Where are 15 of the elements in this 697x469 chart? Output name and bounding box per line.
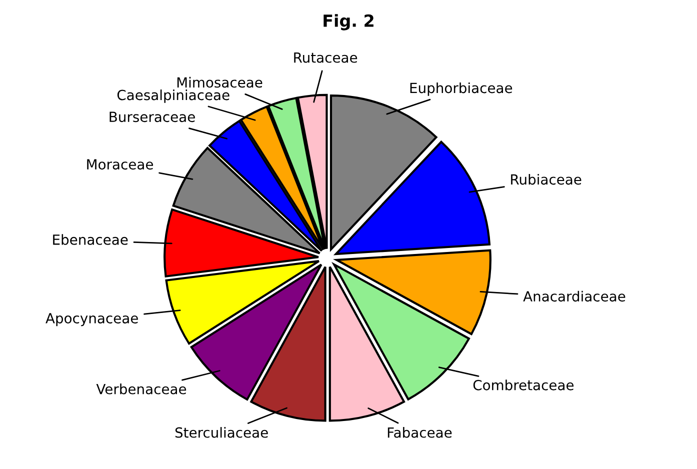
- slice-label: Ebenaceae: [53, 234, 128, 245]
- slice-label: Burseraceae: [110, 112, 195, 122]
- slice-label: Verbenaceae: [96, 384, 186, 394]
- slice-label: Fabaceae: [388, 427, 452, 438]
- slice-label: Mimosaceae: [177, 76, 262, 88]
- slice-label: Sterculiaceae: [175, 427, 268, 438]
- slice-label: Anacardiaceae: [523, 290, 626, 302]
- slice-label: Euphorbiaceae: [410, 82, 512, 96]
- slice-label: Rutaceae: [294, 52, 358, 63]
- chart-title: Fig. 2: [324, 14, 374, 30]
- slice-label: Rubiaceae: [511, 174, 582, 185]
- slice-label: Caesalpiniaceae: [117, 89, 230, 103]
- slice-label: Apocynaceae: [46, 313, 138, 326]
- slice-label: Moraceae: [87, 159, 153, 170]
- slice-label: Combretaceae: [473, 380, 574, 390]
